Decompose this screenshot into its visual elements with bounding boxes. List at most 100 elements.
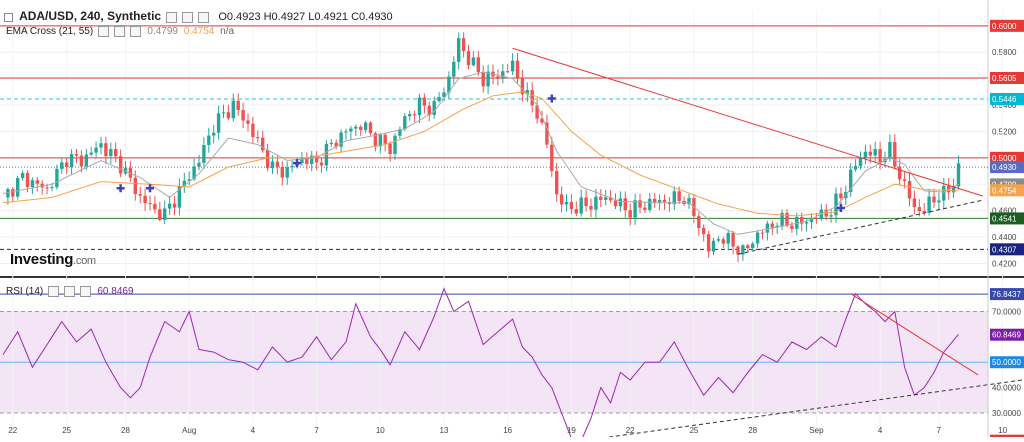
candle-body bbox=[330, 143, 333, 144]
candle-body bbox=[815, 218, 818, 219]
candle-body bbox=[918, 207, 921, 211]
candle-body bbox=[516, 61, 519, 78]
candle-body bbox=[766, 224, 769, 233]
candle-body bbox=[90, 153, 93, 155]
candle-body bbox=[408, 114, 411, 116]
time-tick-label: Aug bbox=[182, 426, 196, 435]
symbol-header[interactable]: ADA/USD, 240, Synthetic O0.4923 H0.4927 … bbox=[4, 9, 393, 23]
candle-body bbox=[477, 57, 480, 72]
candle-body bbox=[761, 233, 764, 234]
candle-body bbox=[589, 206, 592, 210]
candle-body bbox=[751, 243, 754, 248]
candle-body bbox=[21, 173, 24, 178]
collapse-icon[interactable] bbox=[4, 13, 13, 22]
candle-body bbox=[648, 199, 651, 210]
candle-body bbox=[433, 101, 436, 115]
candle-body bbox=[16, 178, 19, 197]
ema-label: EMA Cross (21, 55) bbox=[6, 26, 93, 37]
time-tick-label: 16 bbox=[503, 426, 512, 435]
level-tag-label: 0.5446 bbox=[992, 95, 1017, 104]
ema-tag-label: 0.4754 bbox=[992, 186, 1017, 195]
time-tick-label: 7 bbox=[314, 426, 319, 435]
candle-body bbox=[212, 133, 215, 136]
rsi-level-tag-label: 50.0000 bbox=[992, 358, 1021, 367]
settings-icon[interactable] bbox=[114, 26, 125, 37]
time-tick-label: 25 bbox=[689, 426, 698, 435]
investing-logo: Investing.com bbox=[10, 251, 96, 268]
candle-body bbox=[869, 152, 872, 156]
candle-body bbox=[697, 216, 700, 228]
candle-body bbox=[384, 135, 387, 144]
candle-body bbox=[942, 186, 945, 201]
candle-body bbox=[550, 145, 553, 171]
candle-body bbox=[104, 143, 107, 156]
price-tick-label: 0.4400 bbox=[992, 233, 1017, 242]
candle-body bbox=[462, 38, 465, 51]
candle-body bbox=[11, 189, 14, 197]
time-tick-label: 28 bbox=[121, 426, 130, 435]
candle-body bbox=[893, 142, 896, 167]
candle-body bbox=[932, 197, 935, 203]
rsi-tick-label: 30.0000 bbox=[992, 409, 1021, 418]
eye-icon[interactable] bbox=[48, 286, 59, 297]
candle-body bbox=[854, 166, 857, 170]
price-tick-label: 0.4200 bbox=[992, 259, 1017, 268]
candle-body bbox=[908, 181, 911, 198]
candle-body bbox=[531, 90, 534, 105]
candle-body bbox=[286, 167, 289, 177]
candle-body bbox=[864, 152, 867, 158]
candle-body bbox=[55, 169, 58, 187]
candle-body bbox=[584, 198, 587, 207]
candle-body bbox=[638, 200, 641, 207]
candle-body bbox=[379, 135, 382, 147]
level-tag-label: 0.6000 bbox=[992, 22, 1017, 31]
candle-body bbox=[50, 187, 53, 188]
candle-body bbox=[271, 162, 274, 169]
time-tick-label: 7 bbox=[937, 426, 942, 435]
candle-body bbox=[624, 198, 627, 210]
candle-body bbox=[403, 116, 406, 129]
candle-body bbox=[393, 136, 396, 154]
candle-body bbox=[241, 110, 244, 121]
rsi-tick-label: 70.0000 bbox=[992, 307, 1021, 316]
eye-icon[interactable] bbox=[166, 12, 177, 23]
close-icon[interactable] bbox=[198, 12, 209, 23]
time-tick-label: 10 bbox=[376, 426, 385, 435]
candle-body bbox=[555, 171, 558, 194]
candle-body bbox=[599, 197, 602, 200]
candle-body bbox=[256, 137, 259, 138]
candle-body bbox=[575, 209, 578, 213]
time-tick-label: 28 bbox=[748, 426, 757, 435]
candle-body bbox=[344, 131, 347, 132]
settings-icon[interactable] bbox=[64, 286, 75, 297]
candle-body bbox=[364, 123, 367, 130]
candle-body bbox=[413, 114, 416, 115]
candle-body bbox=[898, 167, 901, 180]
candle-body bbox=[207, 136, 210, 145]
logo-text: Investing bbox=[10, 251, 73, 268]
close-icon[interactable] bbox=[80, 286, 91, 297]
candle-body bbox=[511, 61, 514, 72]
candle-body bbox=[506, 71, 509, 72]
rsi-header[interactable]: RSI (14) 60.8469 bbox=[6, 286, 134, 297]
level-tag-label: 0.5605 bbox=[992, 74, 1017, 83]
candle-body bbox=[604, 197, 607, 200]
candle-body bbox=[197, 163, 200, 167]
candle-body bbox=[790, 226, 793, 229]
candle-body bbox=[717, 239, 720, 241]
candle-body bbox=[148, 203, 151, 204]
candle-body bbox=[756, 233, 759, 244]
ema-header[interactable]: EMA Cross (21, 55) 0.4799 0.4754 n/a bbox=[6, 26, 234, 37]
candle-body bbox=[619, 198, 622, 206]
candle-body bbox=[423, 98, 426, 106]
settings-icon[interactable] bbox=[182, 12, 193, 23]
eye-icon[interactable] bbox=[98, 26, 109, 37]
symbol-title: ADA/USD, 240, Synthetic bbox=[19, 9, 161, 23]
time-tick-label: 25 bbox=[62, 426, 71, 435]
candle-body bbox=[94, 148, 97, 153]
candle-body bbox=[168, 204, 171, 209]
close-icon[interactable] bbox=[130, 26, 141, 37]
candle-body bbox=[560, 194, 563, 204]
